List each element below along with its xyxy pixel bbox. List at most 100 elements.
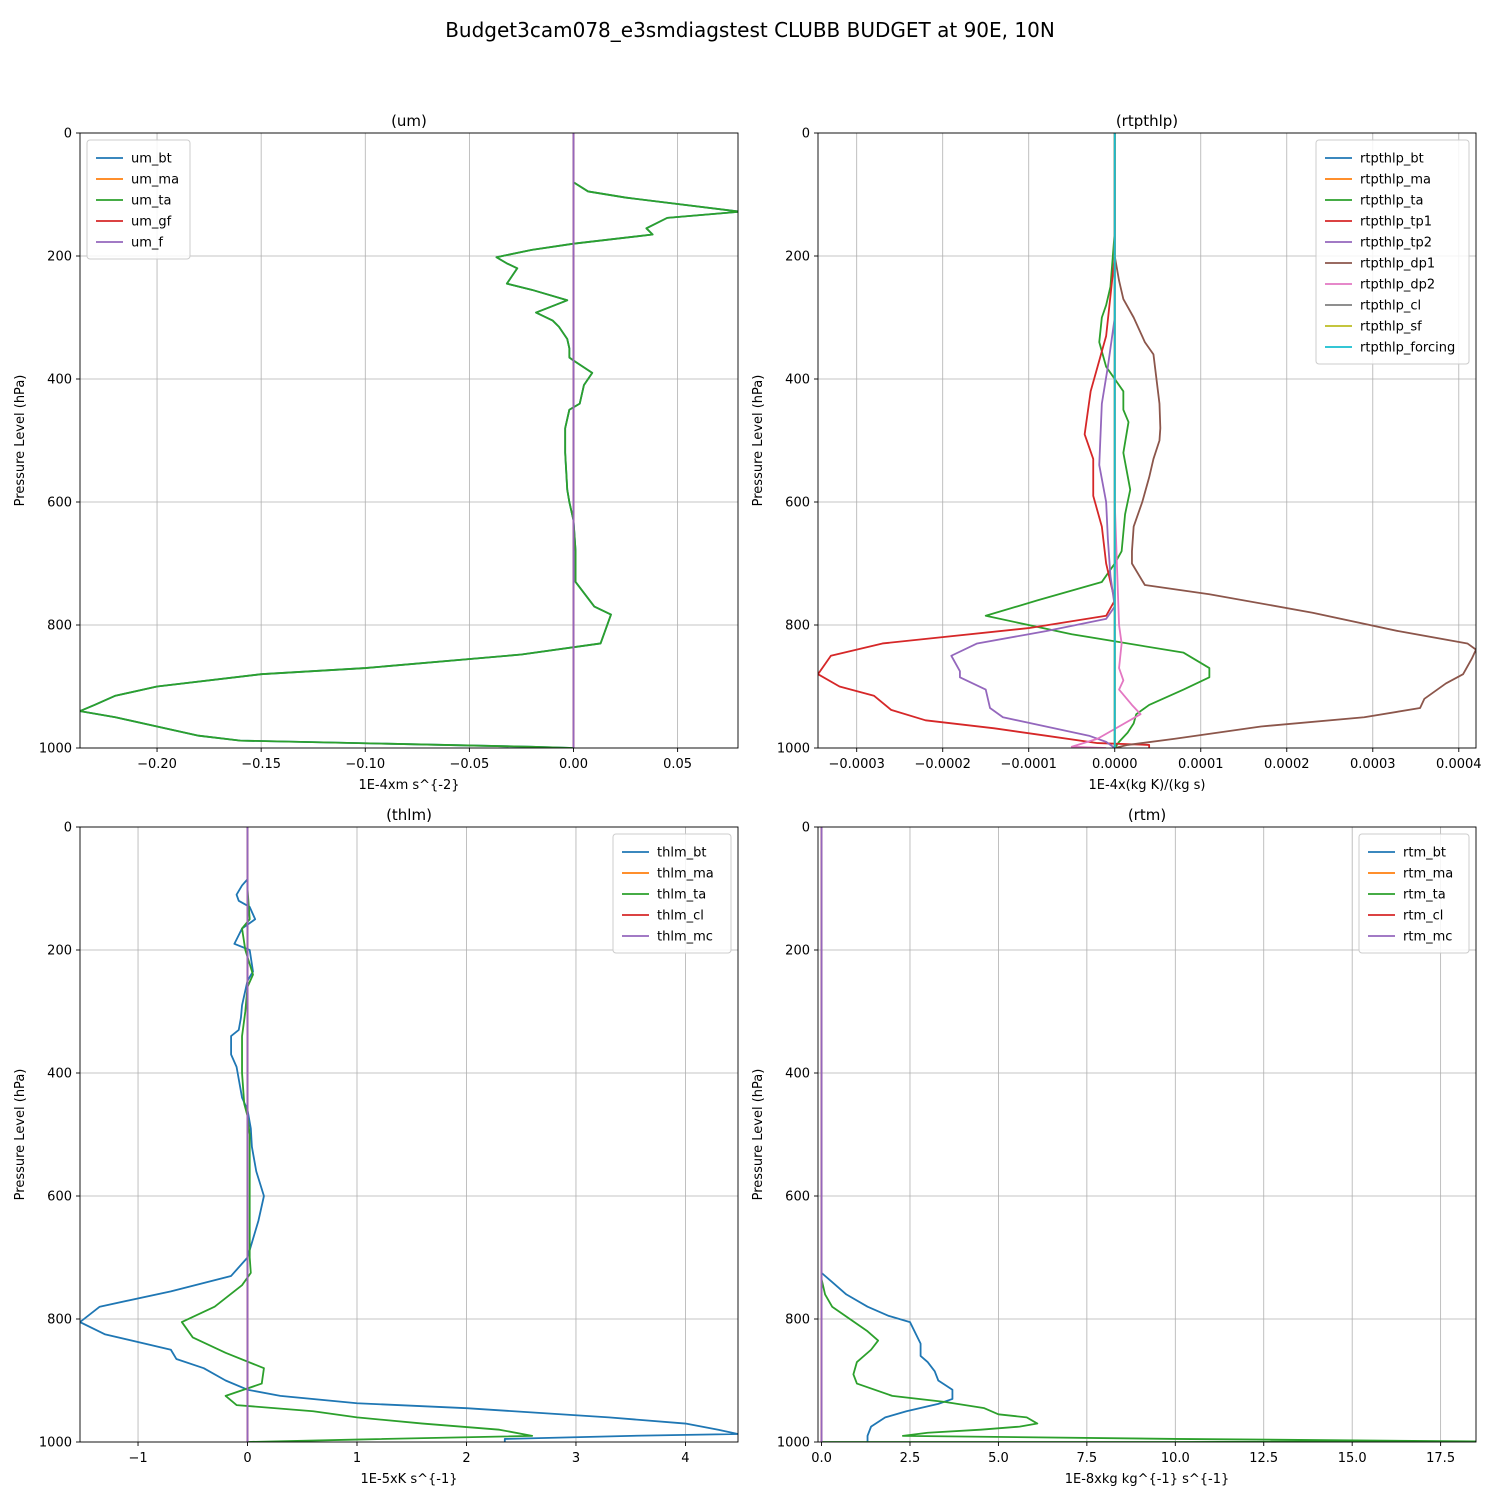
y-axis-label: Pressure Level (hPa) [751, 375, 766, 507]
legend-box [1358, 833, 1470, 954]
legend-entry-um-ma: um_ma [131, 173, 179, 188]
x-tick-label: 4 [681, 1451, 689, 1466]
y-tick-label: 800 [47, 619, 72, 634]
x-tick-label: 17.5 [1426, 1451, 1455, 1466]
legend-entry-rtm-ma: rtm_ma [1403, 867, 1453, 882]
y-tick-label: 1000 [39, 742, 72, 757]
y-tick-label: 600 [785, 496, 810, 511]
x-tick-label: 7.5 [1077, 1451, 1098, 1466]
series-line-rtm-bt [820, 827, 954, 1442]
x-tick-label: 0.0000 [1092, 757, 1138, 772]
series-line-rtpthlp-tp2 [950, 133, 1116, 748]
y-tick-label: 600 [47, 496, 72, 511]
legend-entry-rtm-cl: rtm_cl [1403, 909, 1443, 924]
series-line-thlm-bt [80, 827, 738, 1442]
x-tick-label: 0.0003 [1350, 757, 1396, 772]
x-axis-label: 1E-4xm s^{-2} [358, 778, 459, 793]
x-tick-label: 2.5 [900, 1451, 921, 1466]
x-axis-label: 1E-5xK s^{-1} [361, 1472, 458, 1487]
x-axis-label: 1E-4x(kg K)/(kg s) [1089, 778, 1206, 793]
axes-frame [79, 826, 739, 1443]
y-tick-label: 0 [802, 127, 810, 142]
legend-entry-thlm-ma: thlm_ma [657, 867, 714, 882]
panel-title: (rtpthlp) [1116, 112, 1178, 130]
series-line-rtpthlp-tp1 [818, 133, 1151, 748]
y-tick-label: 400 [47, 1067, 72, 1082]
series-line-rtm-ta [820, 827, 1476, 1442]
x-tick-label: 0.0004 [1436, 757, 1482, 772]
x-tick-label: 1 [353, 1451, 361, 1466]
axes-frame [817, 132, 1477, 749]
y-tick-label: 800 [47, 1313, 72, 1328]
x-tick-label: 5.0 [988, 1451, 1009, 1466]
y-tick-label: 400 [785, 373, 810, 388]
figure-title: Budget3cam078_e3smdiagstest CLUBB BUDGET… [445, 18, 1055, 42]
y-axis-label: Pressure Level (hPa) [13, 375, 28, 507]
y-tick-label: 0 [64, 821, 72, 836]
y-tick-label: 400 [47, 373, 72, 388]
y-tick-label: 1000 [777, 1436, 810, 1451]
x-tick-label: 0.0001 [1178, 757, 1224, 772]
x-tick-label: 15.0 [1338, 1451, 1367, 1466]
legend-entry-thlm-mc: thlm_mc [657, 930, 713, 945]
panel-title: (thlm) [386, 806, 432, 824]
y-tick-label: 1000 [777, 742, 810, 757]
y-tick-label: 200 [785, 250, 810, 265]
x-tick-label: −0.15 [241, 757, 281, 772]
y-tick-label: 600 [785, 1190, 810, 1205]
legend-entry-um-bt: um_bt [131, 152, 172, 167]
x-tick-label: −0.0001 [1001, 757, 1057, 772]
legend-entry-thlm-bt: thlm_bt [657, 846, 706, 861]
legend-entry-um-ta: um_ta [131, 194, 171, 209]
series-line-um-ta [80, 133, 738, 748]
series-line-rtpthlp-dp2 [1070, 133, 1142, 748]
panel-title: (rtm) [1128, 806, 1166, 824]
x-tick-label: 0.0 [811, 1451, 832, 1466]
panel-thlm: −1 0 1 2 3 4 0 200 400 600 800 1000 (thlm) 1E-5xK s^{… [13, 806, 739, 1487]
legend-entry-um-f: um_f [131, 236, 163, 251]
x-tick-label: 0.00 [559, 757, 588, 772]
y-tick-label: 200 [47, 250, 72, 265]
legend: rtm_bt rtm_ma rtm_ta rtm_cl rtm_mc [1358, 833, 1470, 954]
legend-entry-rtpthlp-tp2: rtpthlp_tp2 [1360, 236, 1432, 251]
y-tick-label: 800 [785, 619, 810, 634]
legend-entry-um-gf: um_gf [131, 215, 172, 230]
panel-title: (um) [391, 112, 427, 130]
y-tick-label: 800 [785, 1313, 810, 1328]
series-line-thlm-ta [180, 827, 534, 1442]
legend-entry-rtpthlp-tp1: rtpthlp_tp1 [1360, 215, 1432, 230]
legend-box [612, 833, 732, 954]
y-axis-label: Pressure Level (hPa) [13, 1069, 28, 1201]
legend-entry-thlm-ta: thlm_ta [657, 888, 706, 903]
y-tick-label: 200 [785, 944, 810, 959]
legend-entry-rtpthlp-ma: rtpthlp_ma [1360, 173, 1431, 188]
panel-rtpthlp: −0.0003 −0.0002 −0.0001 0.0000 0.0001 0.0002 0… [751, 112, 1482, 793]
y-tick-label: 200 [47, 944, 72, 959]
legend-entry-thlm-cl: thlm_cl [657, 909, 704, 924]
legend-entry-rtpthlp-dp2: rtpthlp_dp2 [1360, 278, 1435, 293]
x-tick-label: 12.5 [1249, 1451, 1278, 1466]
legend-entry-rtpthlp-bt: rtpthlp_bt [1360, 152, 1424, 167]
x-axis-label: 1E-8xkg kg^{-1} s^{-1} [1065, 1472, 1230, 1487]
legend-box [86, 139, 191, 260]
legend: thlm_bt thlm_ma thlm_ta thlm_cl thlm_mc [612, 833, 732, 954]
x-tick-label: 0.0002 [1264, 757, 1310, 772]
series-group [820, 827, 1476, 1442]
x-tick-label: −0.20 [137, 757, 177, 772]
x-tick-label: 3 [572, 1451, 580, 1466]
legend-entry-rtpthlp-ta: rtpthlp_ta [1360, 194, 1423, 209]
y-tick-label: 0 [802, 821, 810, 836]
x-tick-label: −0.0003 [829, 757, 885, 772]
x-tick-label: −0.05 [449, 757, 489, 772]
y-tick-label: 600 [47, 1190, 72, 1205]
legend-entry-rtpthlp-forcing: rtpthlp_forcing [1360, 341, 1455, 356]
x-tick-label: 0.05 [663, 757, 692, 772]
x-tick-label: −0.0002 [915, 757, 971, 772]
x-tick-label: 2 [462, 1451, 470, 1466]
panel-um: −0.20 −0.15 −0.10 −0.05 0.00 0.05 0 200 400 600 80… [13, 112, 739, 793]
panel-rtm: 0.0 2.5 5.0 7.5 10.0 12.5 15.0 17.5 0 200 400 600 80… [751, 806, 1477, 1487]
x-tick-label: 0 [243, 1451, 251, 1466]
x-tick-label: 10.0 [1161, 1451, 1190, 1466]
legend: rtpthlp_bt rtpthlp_ma rtpthlp_ta rtpthlp_tp… [1315, 139, 1470, 365]
